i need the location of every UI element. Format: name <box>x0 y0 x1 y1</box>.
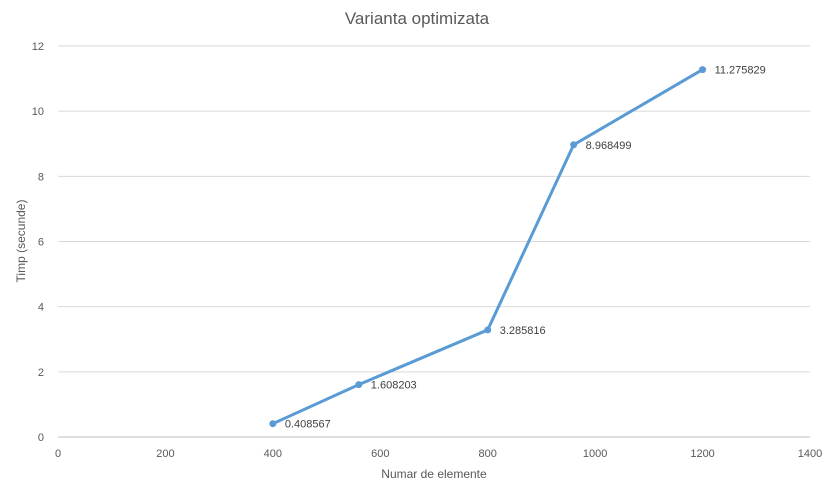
x-tick-label: 1400 <box>798 448 822 460</box>
y-axis-title: Timp (secunde) <box>14 200 28 283</box>
chart-title: Varianta optimizata <box>345 9 490 28</box>
x-tick-label: 600 <box>371 448 389 460</box>
data-point <box>699 66 707 74</box>
x-tick-label: 0 <box>55 448 61 460</box>
grid-layer <box>58 45 810 373</box>
x-tick-label: 1200 <box>690 448 714 460</box>
axis-layer: 0 2 4 6 8 10 12 0 200 400 600 800 1000 1200 1400 <box>32 41 822 460</box>
data-label: 0.408567 <box>285 419 331 431</box>
y-tick-label: 4 <box>38 302 44 314</box>
y-tick-label: 0 <box>38 432 44 444</box>
data-point <box>355 381 363 389</box>
x-tick-label: 400 <box>264 448 282 460</box>
x-tick-label: 1000 <box>583 448 607 460</box>
y-tick-label: 2 <box>38 367 44 379</box>
data-label: 11.275829 <box>715 65 766 77</box>
y-tick-label: 6 <box>38 237 44 249</box>
data-point <box>570 141 578 149</box>
x-axis-title: Numar de elemente <box>381 467 487 481</box>
series-line <box>271 68 705 426</box>
y-tick-label: 12 <box>32 41 44 53</box>
y-tick-label: 10 <box>32 106 44 118</box>
series-layer: 0.408567 1.608203 3.285816 8.968499 11.27582… <box>269 65 766 431</box>
x-tick-label: 800 <box>479 448 497 460</box>
data-point <box>484 326 492 334</box>
data-label: 8.968499 <box>586 140 632 152</box>
data-label: 3.285816 <box>500 325 546 337</box>
data-label: 1.608203 <box>371 380 417 392</box>
x-tick-label: 200 <box>156 448 174 460</box>
data-point <box>269 420 277 428</box>
y-tick-label: 8 <box>38 171 44 183</box>
